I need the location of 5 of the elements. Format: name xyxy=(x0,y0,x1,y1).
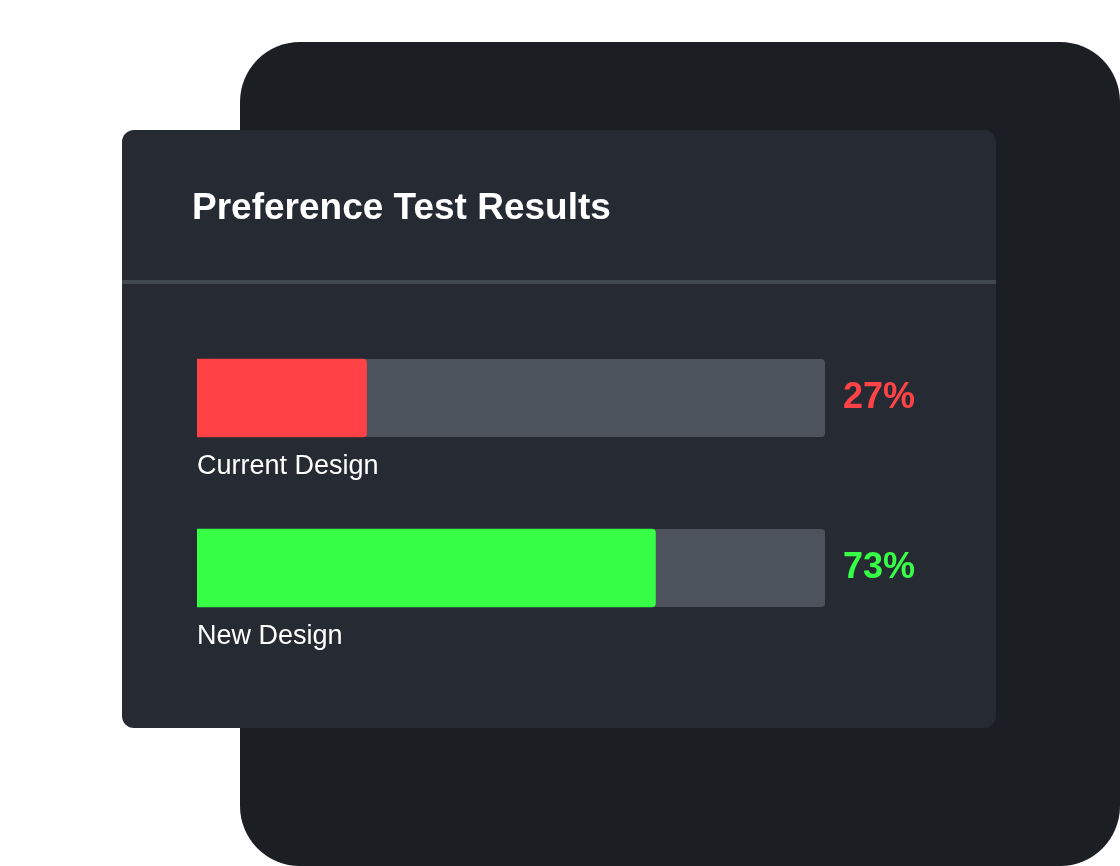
chart-title: Preference Test Results xyxy=(192,186,611,228)
y-tick-label: New Design xyxy=(197,620,343,651)
data-label: 73% xyxy=(843,544,916,586)
y-tick-label: Current Design xyxy=(197,450,379,481)
data-label: 27% xyxy=(843,374,916,416)
